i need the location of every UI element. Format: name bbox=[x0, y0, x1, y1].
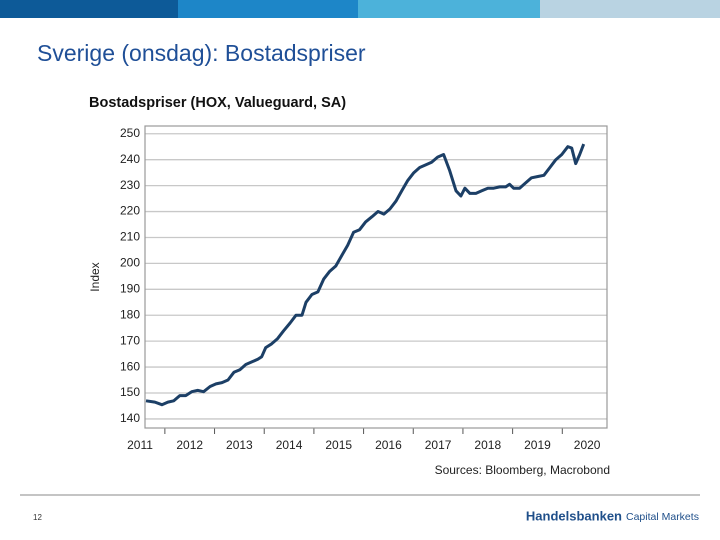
plot-frame bbox=[144, 125, 608, 429]
y-tick-label: 150 bbox=[120, 385, 140, 399]
x-tick-label: 2017 bbox=[425, 438, 452, 452]
y-tick-label: 200 bbox=[120, 256, 140, 270]
page-number: 12 bbox=[33, 513, 42, 522]
y-tick-label: 190 bbox=[120, 281, 140, 295]
y-tick-label: 220 bbox=[120, 204, 140, 218]
header-band bbox=[0, 0, 178, 18]
x-tick-label: 2013 bbox=[226, 438, 253, 452]
x-tick-label: 2014 bbox=[276, 438, 303, 452]
brand-name: Handelsbanken bbox=[526, 508, 622, 523]
header-band bbox=[540, 0, 720, 18]
y-axis-label: Index bbox=[88, 262, 102, 291]
brand-unit: Capital Markets bbox=[626, 511, 699, 523]
x-tick-label: 2011 bbox=[127, 438, 153, 452]
chart-title: Bostadspriser (HOX, Valueguard, SA) bbox=[89, 95, 346, 111]
header-band bbox=[178, 0, 358, 18]
y-tick-label: 140 bbox=[120, 411, 140, 425]
y-tick-label: 180 bbox=[120, 307, 140, 321]
slide-title: Sverige (onsdag): Bostadspriser bbox=[37, 40, 366, 66]
plot: 140 150 160 170 180 190 200 210 220 230 240 250 2011… bbox=[120, 125, 608, 452]
y-tick-label: 170 bbox=[120, 333, 140, 347]
y-tick-label: 240 bbox=[120, 152, 140, 166]
y-tick-label: 210 bbox=[120, 230, 140, 244]
x-tick-label: 2018 bbox=[474, 438, 501, 452]
source-note: Sources: Bloomberg, Macrobond bbox=[435, 463, 610, 477]
header-band bbox=[358, 0, 540, 18]
x-tick-label: 2012 bbox=[176, 438, 203, 452]
data-line bbox=[145, 143, 586, 407]
x-tick-label: 2020 bbox=[574, 438, 601, 452]
y-tick-label: 250 bbox=[120, 126, 140, 140]
x-tick-label: 2019 bbox=[524, 438, 551, 452]
y-tick-label: 160 bbox=[120, 359, 140, 373]
y-tick-label: 230 bbox=[120, 178, 140, 192]
x-tick-label: 2015 bbox=[325, 438, 352, 452]
x-tick-label: 2016 bbox=[375, 438, 402, 452]
